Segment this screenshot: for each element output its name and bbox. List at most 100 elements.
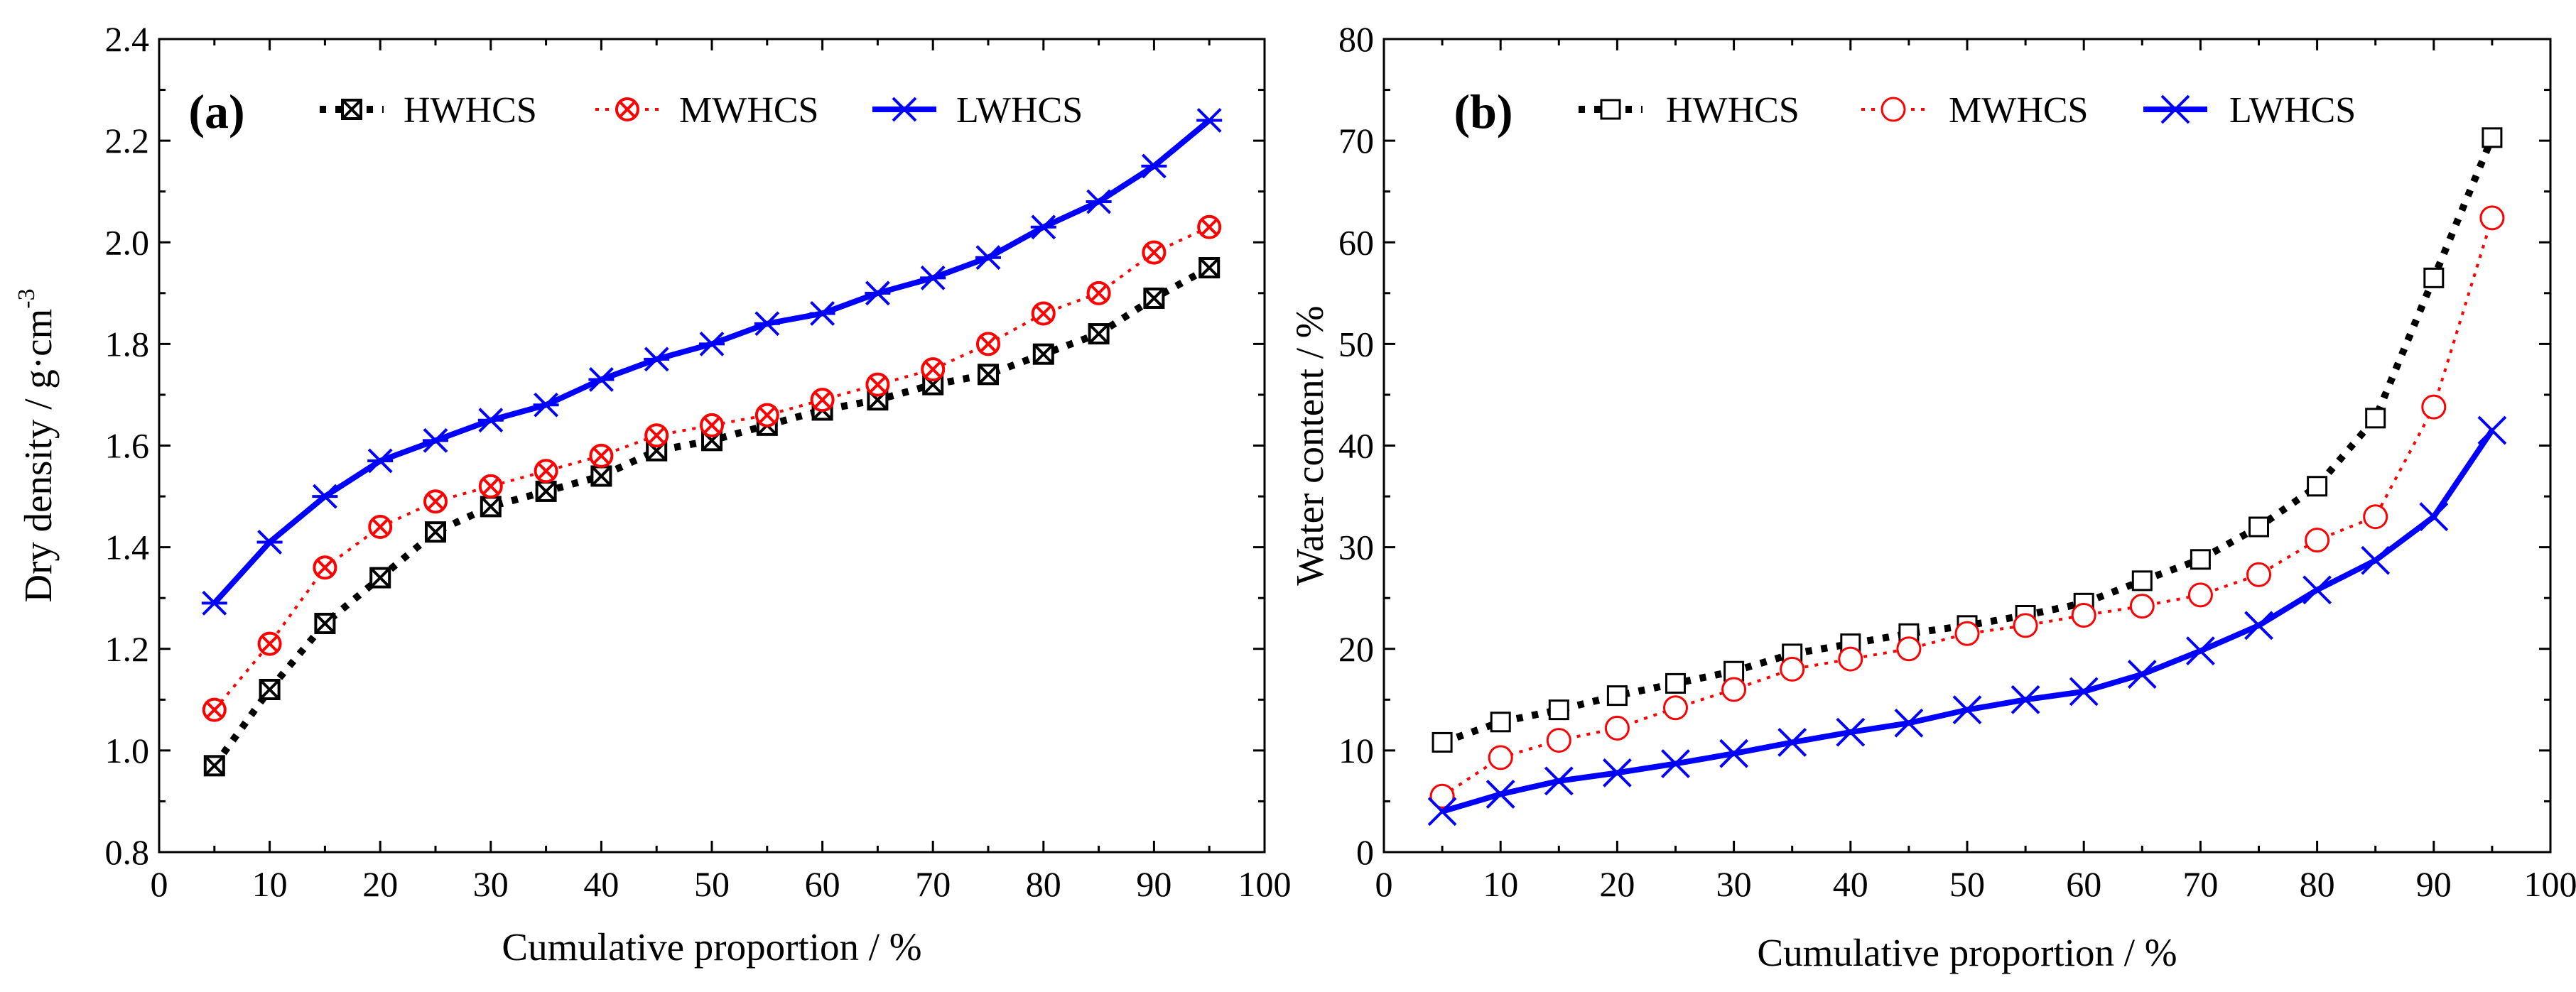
- data-point: [259, 679, 281, 700]
- data-point: [1485, 780, 1515, 809]
- chart-panel-b: 0 10 20 30 40 50 60 70 80 90 100 0 10 20 30 40 50 60 70 80 C…: [1288, 19, 2576, 974]
- legend-label: LWHCS: [956, 90, 1083, 131]
- data-point: [1086, 189, 1112, 214]
- data-point: [201, 590, 227, 616]
- data-point: [1954, 621, 1980, 646]
- x-tick-label: 10: [1483, 864, 1518, 904]
- data-point: [1490, 712, 1511, 733]
- data-point: [2302, 575, 2332, 605]
- data-point: [2071, 603, 2096, 628]
- data-point: [1723, 660, 1745, 682]
- data-point: [2307, 476, 2328, 497]
- x-tick-label: 30: [473, 864, 509, 904]
- data-point: [477, 408, 504, 433]
- data-point: [1032, 343, 1054, 365]
- y-tick-label: 2.4: [105, 19, 150, 59]
- legend-label: HWHCS: [404, 90, 537, 131]
- y-tick-label: 30: [1338, 528, 1374, 567]
- series-mwhcs: [1429, 205, 2505, 809]
- x-tick-label: 90: [2416, 864, 2452, 904]
- data-point: [423, 427, 448, 453]
- data-point: [369, 567, 391, 589]
- series-hwhcs: [203, 257, 1221, 777]
- series-line: [212, 118, 1211, 606]
- data-point: [1031, 301, 1056, 326]
- data-point: [1894, 708, 1924, 738]
- y-axis-title: Water content / %: [1288, 305, 1331, 585]
- data-point: [1836, 717, 1866, 747]
- legend-entry-hwhcs: HWHCS: [1579, 90, 1800, 131]
- legend-marker: [892, 97, 917, 122]
- legend-entry-mwhcs: MWHCS: [595, 90, 818, 131]
- y-tick-label: 1.4: [105, 528, 150, 567]
- data-point: [2423, 267, 2445, 288]
- y-tick-label: 1.2: [105, 629, 150, 669]
- x-tick-label: 100: [1238, 864, 1292, 904]
- y-tick-label: 80: [1338, 19, 1374, 59]
- data-point: [921, 357, 946, 382]
- x-tick-label: 0: [1375, 864, 1393, 904]
- data-point: [533, 392, 559, 418]
- data-point: [1548, 699, 1569, 721]
- data-point: [1665, 672, 1686, 694]
- y-tick-label: 10: [1338, 731, 1374, 770]
- data-point: [865, 280, 891, 306]
- data-point: [700, 413, 724, 437]
- data-point: [313, 555, 337, 580]
- series-mwhcs: [202, 214, 1222, 722]
- y-tick-label: 1.6: [105, 426, 150, 466]
- data-point: [810, 388, 835, 413]
- data-point: [1838, 646, 1863, 672]
- data-point: [2011, 685, 2040, 714]
- legend-label: MWHCS: [1949, 90, 2088, 131]
- data-point: [975, 245, 1001, 271]
- data-point: [2190, 549, 2211, 570]
- data-point: [202, 697, 227, 722]
- data-point: [314, 612, 336, 634]
- x-axis-title: Cumulative proportion / %: [1757, 931, 2177, 974]
- y-tick-label: 0: [1356, 832, 1374, 872]
- data-point: [1142, 240, 1167, 265]
- data-point: [1896, 636, 1922, 662]
- data-point: [2479, 205, 2505, 231]
- panel-label: (b): [1454, 85, 1512, 138]
- data-point: [2248, 516, 2269, 538]
- legend-entry-lwhcs: LWHCS: [872, 90, 1083, 131]
- x-tick-label: 70: [2182, 864, 2218, 904]
- data-point: [534, 459, 558, 484]
- data-point: [1606, 685, 1628, 707]
- data-point: [2421, 394, 2447, 420]
- data-point: [2185, 636, 2215, 666]
- data-point: [809, 301, 835, 326]
- data-point: [478, 474, 503, 498]
- legend-label: HWHCS: [1666, 90, 1800, 131]
- data-point: [1780, 656, 1805, 682]
- data-point: [203, 755, 225, 777]
- data-point: [425, 521, 446, 543]
- data-point: [2361, 545, 2391, 575]
- data-point: [865, 372, 890, 397]
- data-point: [368, 515, 393, 539]
- x-tick-label: 20: [1599, 864, 1635, 904]
- data-point: [1544, 766, 1574, 796]
- data-point: [1198, 257, 1221, 279]
- panel-label: (a): [188, 85, 244, 138]
- data-point: [922, 374, 944, 396]
- x-tick-label: 0: [151, 864, 168, 904]
- x-tick-label: 50: [694, 864, 730, 904]
- legend-marker: [1880, 97, 1906, 122]
- series-line: [1441, 136, 2496, 746]
- data-point: [978, 364, 999, 386]
- data-point: [423, 489, 448, 514]
- y-tick-label: 20: [1338, 629, 1374, 669]
- data-point: [2482, 127, 2503, 148]
- y-tick-label: 2.2: [105, 121, 150, 160]
- y-tick-label: 70: [1338, 121, 1374, 160]
- legend-marker: [615, 97, 639, 121]
- data-point: [2129, 594, 2155, 619]
- data-point: [1427, 797, 1457, 827]
- x-tick-label: 80: [2300, 864, 2335, 904]
- data-point: [1030, 214, 1056, 240]
- data-point: [2363, 504, 2388, 530]
- y-axis-title: Dry density / g·cm-3: [13, 288, 60, 602]
